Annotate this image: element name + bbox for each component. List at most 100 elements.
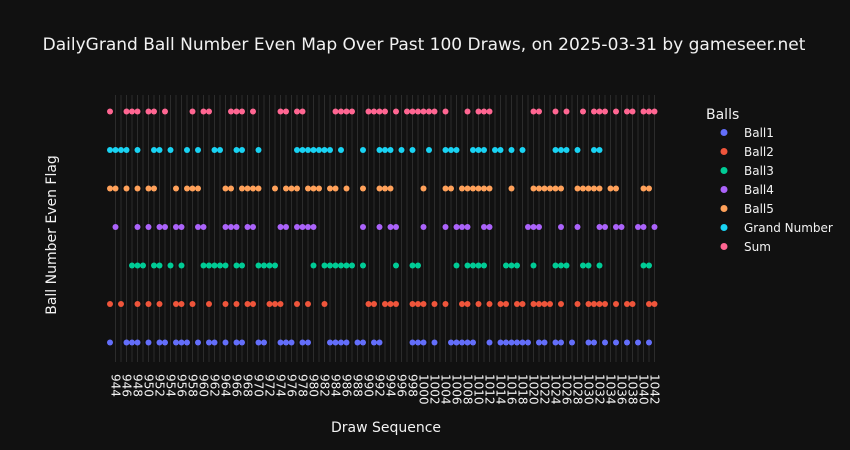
- data-point: [195, 185, 201, 192]
- x-tick-label: 1040: [637, 374, 651, 405]
- data-point: [123, 147, 130, 153]
- data-point: [387, 224, 394, 230]
- data-point: [277, 339, 284, 346]
- data-point: [250, 108, 256, 115]
- data-point: [288, 185, 295, 192]
- series-ball4: [112, 224, 658, 230]
- data-point: [508, 185, 515, 192]
- data-point: [486, 301, 493, 307]
- data-point: [651, 224, 658, 230]
- legend-item[interactable]: Ball3: [720, 164, 774, 178]
- data-point: [464, 262, 471, 269]
- data-point: [195, 224, 201, 230]
- legend-item[interactable]: Grand Number: [720, 221, 833, 235]
- data-point: [646, 301, 652, 307]
- data-point: [195, 339, 201, 346]
- data-point: [343, 339, 350, 346]
- data-point: [536, 108, 542, 115]
- data-point: [371, 339, 377, 346]
- data-point: [536, 301, 542, 307]
- data-point: [151, 185, 157, 192]
- data-point: [558, 301, 564, 307]
- data-point: [409, 108, 416, 115]
- legend-marker: [720, 224, 728, 231]
- data-point: [299, 339, 306, 346]
- data-point: [107, 301, 113, 307]
- legend-label: Ball2: [744, 145, 774, 159]
- data-point: [453, 262, 460, 269]
- data-point: [217, 262, 223, 269]
- data-point: [211, 262, 218, 269]
- data-point: [173, 224, 179, 230]
- data-point: [382, 301, 388, 307]
- data-point: [574, 147, 581, 153]
- data-point: [277, 301, 284, 307]
- data-point: [409, 301, 416, 307]
- series-sum: [107, 108, 658, 115]
- data-point: [415, 262, 421, 269]
- data-point: [112, 185, 119, 192]
- legend-item[interactable]: Ball5: [720, 202, 774, 216]
- x-tick-label: 960: [197, 374, 211, 397]
- data-point: [602, 224, 608, 230]
- data-point: [134, 108, 141, 115]
- x-tick-label: 1030: [582, 374, 596, 405]
- data-point: [596, 147, 603, 153]
- data-point: [530, 185, 537, 192]
- data-point: [239, 262, 245, 269]
- data-point: [420, 339, 427, 346]
- data-point: [299, 224, 306, 230]
- data-point: [481, 262, 487, 269]
- data-point: [453, 339, 460, 346]
- data-point: [558, 339, 564, 346]
- data-point: [508, 262, 515, 269]
- data-point: [486, 224, 493, 230]
- data-point: [596, 108, 603, 115]
- legend-item[interactable]: Ball2: [720, 145, 774, 159]
- data-point: [596, 185, 603, 192]
- data-point: [211, 147, 218, 153]
- data-point: [387, 301, 394, 307]
- x-tick-label: 1022: [538, 374, 552, 405]
- x-tick-label: 1010: [472, 374, 486, 405]
- data-point: [635, 224, 641, 230]
- data-point: [112, 147, 119, 153]
- data-point: [464, 108, 471, 115]
- data-point: [343, 108, 350, 115]
- data-point: [134, 185, 141, 192]
- data-point: [228, 224, 234, 230]
- data-point: [596, 301, 603, 307]
- data-point: [327, 147, 333, 153]
- x-tick-label: 1012: [483, 374, 497, 405]
- data-point: [299, 108, 306, 115]
- data-point: [442, 147, 449, 153]
- data-point: [222, 301, 229, 307]
- data-point: [184, 185, 190, 192]
- data-point: [151, 108, 157, 115]
- data-point: [228, 185, 234, 192]
- data-point: [470, 262, 476, 269]
- data-point: [332, 339, 339, 346]
- data-point: [635, 339, 641, 346]
- x-tick-label: 968: [241, 374, 255, 397]
- data-point: [591, 147, 597, 153]
- legend-item[interactable]: Sum: [720, 240, 771, 254]
- data-point: [310, 147, 317, 153]
- data-point: [206, 339, 212, 346]
- data-point: [365, 301, 372, 307]
- x-tick-label: 966: [230, 374, 244, 397]
- x-tick-label: 958: [186, 374, 200, 397]
- data-point: [255, 147, 262, 153]
- data-point: [244, 185, 251, 192]
- data-point: [646, 262, 652, 269]
- data-point: [145, 301, 152, 307]
- data-point: [349, 262, 355, 269]
- data-point: [448, 339, 454, 346]
- data-point: [497, 301, 504, 307]
- data-point: [178, 301, 185, 307]
- legend-item[interactable]: Ball1: [720, 126, 774, 140]
- legend-marker: [720, 148, 728, 155]
- legend-item[interactable]: Ball4: [720, 183, 774, 197]
- data-point: [134, 147, 141, 153]
- data-points: [107, 108, 658, 346]
